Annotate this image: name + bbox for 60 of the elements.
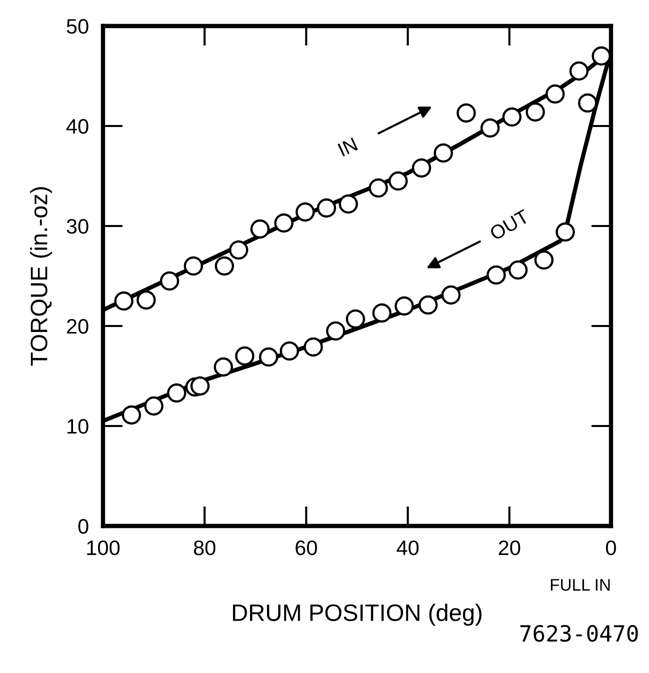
x-tick-label: 0	[606, 540, 616, 556]
point	[280, 341, 300, 361]
y-tick-label: 50	[66, 19, 88, 34]
point	[338, 194, 358, 214]
point	[229, 240, 248, 260]
x-axis-title: DRUM POSITION (deg)	[233, 604, 482, 626]
point	[394, 296, 414, 316]
point	[167, 383, 186, 403]
x-tick-label: 60	[296, 540, 317, 556]
point	[214, 256, 234, 276]
y-tick-label: 20	[66, 319, 88, 334]
point	[326, 321, 346, 341]
point	[296, 202, 315, 222]
text: OUT	[488, 208, 530, 241]
point	[274, 213, 294, 233]
point	[184, 256, 204, 276]
point	[556, 222, 575, 242]
point	[258, 347, 278, 367]
x-tick-label: 20	[498, 540, 520, 556]
point	[480, 118, 500, 138]
point	[190, 376, 210, 396]
point	[546, 84, 565, 104]
point	[486, 265, 506, 285]
point	[412, 158, 432, 178]
point	[441, 285, 461, 305]
text: 7623-0470	[520, 624, 638, 642]
point	[368, 178, 388, 198]
x-tick-label: 100	[87, 540, 120, 556]
point	[346, 309, 366, 329]
point	[122, 405, 142, 425]
point	[114, 291, 134, 311]
text: IN	[338, 137, 358, 156]
point	[526, 102, 545, 122]
point	[569, 61, 589, 81]
point	[304, 337, 323, 357]
y-axis-title: TORQUE (in.-oz)	[30, 187, 52, 366]
x-tick-label: 80	[194, 540, 216, 556]
point	[502, 107, 522, 127]
point	[388, 171, 408, 191]
point	[136, 290, 156, 310]
y-tick-label: 10	[68, 419, 88, 434]
point	[160, 271, 180, 291]
y-tick-label: 30	[66, 219, 88, 234]
point	[456, 103, 476, 123]
point	[534, 250, 554, 270]
y-tick-label: 40	[66, 119, 88, 134]
point	[434, 143, 453, 163]
point	[578, 93, 598, 113]
point	[372, 303, 392, 323]
y-tick-label: 0	[78, 519, 88, 534]
point	[316, 198, 336, 218]
point	[250, 219, 270, 239]
point	[418, 295, 438, 315]
point	[592, 46, 611, 66]
x-tick-label: 40	[396, 540, 419, 556]
point	[508, 260, 528, 280]
point	[235, 346, 254, 366]
point	[144, 396, 164, 416]
point	[214, 357, 234, 377]
text: FULL IN	[550, 579, 610, 591]
